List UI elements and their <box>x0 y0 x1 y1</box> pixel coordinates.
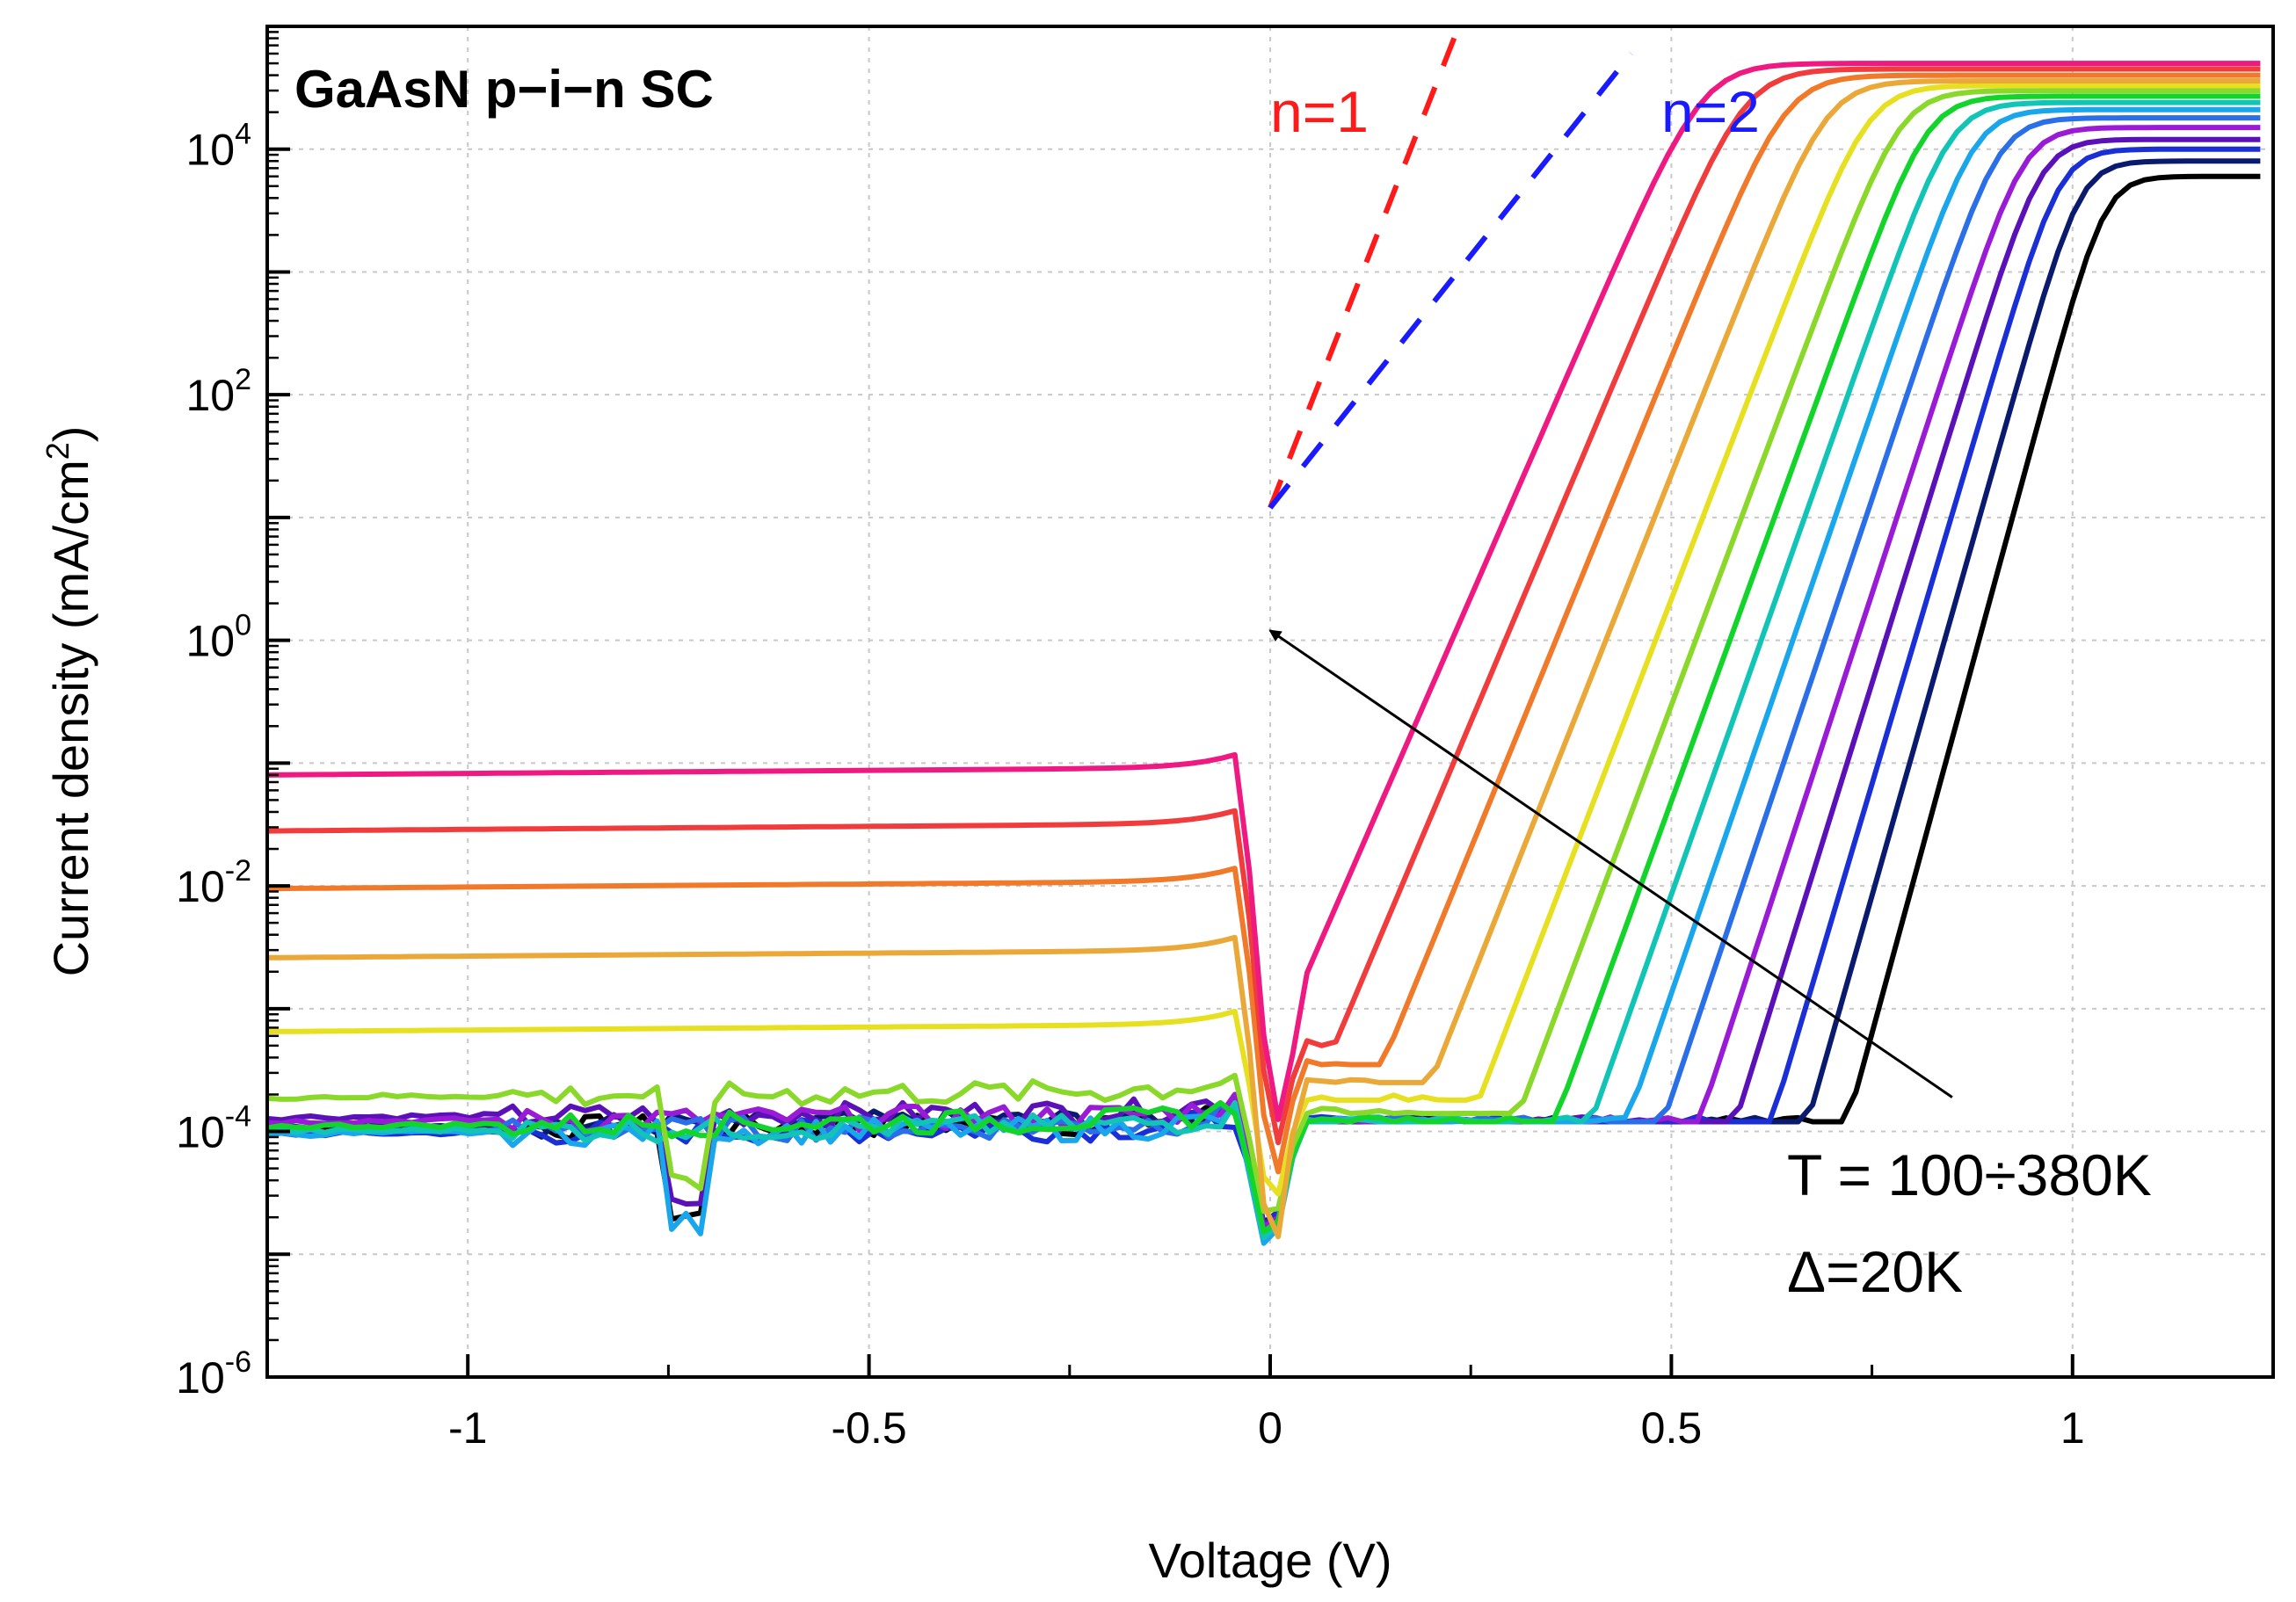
y-axis-title-close: ) <box>43 426 98 443</box>
ideality-guides <box>1268 26 1634 510</box>
y-tick-label: 10-2 <box>176 854 251 911</box>
y-axis-title-sup: 2 <box>40 442 76 460</box>
y-tick-label: 10-6 <box>176 1345 251 1403</box>
x-tick-label: 0.5 <box>1641 1403 1703 1453</box>
y-axis-title-main: Current density (mA/cm <box>43 460 98 976</box>
labels: GaAsN p−i−n SC Voltage (V) Current densi… <box>40 60 2152 1588</box>
panel-title: GaAsN p−i−n SC <box>294 60 714 119</box>
x-tick-label: -1 <box>448 1403 487 1453</box>
series-line-360K <box>267 66 2261 1146</box>
y-axis-title: Current density (mA/cm2) <box>40 426 98 977</box>
series-line-280K <box>267 88 2261 1214</box>
y-tick-label: 102 <box>185 363 251 420</box>
y-tick-label: 104 <box>185 118 251 175</box>
y-tick-label: 100 <box>185 609 251 666</box>
series-line-380K <box>267 61 2261 1122</box>
ideality-guide-label: n=2 <box>1661 79 1760 144</box>
series-lines <box>267 61 2261 1246</box>
ideality-guide-line <box>1268 26 1462 509</box>
x-axis-title: Voltage (V) <box>1148 1533 1391 1588</box>
x-tick-label: -0.5 <box>832 1403 907 1453</box>
ideality-guide-line <box>1268 52 1634 510</box>
series-line-240K <box>267 99 2261 1241</box>
temperature-arrow <box>1268 629 1953 1098</box>
axes: -1 -0.5 0 0.5 1 10-6 10-4 10-2 100 102 104 <box>176 25 2275 1453</box>
x-tick-label: 1 <box>2060 1403 2085 1453</box>
ideality-guide-label: n=1 <box>1270 79 1369 144</box>
step-annotation: Δ=20K <box>1787 1239 1963 1304</box>
x-tick-label: 0 <box>1258 1403 1282 1453</box>
y-tick-label: 10-4 <box>176 1100 251 1157</box>
series-line-340K <box>267 72 2261 1175</box>
series-line-320K <box>267 78 2261 1240</box>
series-line-260K <box>267 93 2261 1235</box>
temperature-range-annotation: T = 100÷380K <box>1787 1142 2152 1207</box>
